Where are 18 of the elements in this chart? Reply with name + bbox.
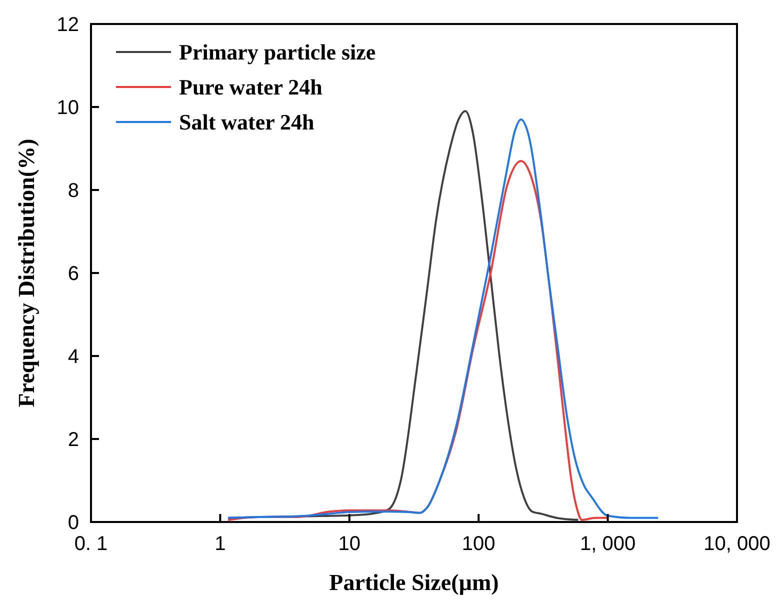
y-tick-label: 6 — [68, 263, 79, 285]
x-tick-label: 1, 000 — [580, 533, 636, 555]
y-tick-label: 0 — [68, 512, 79, 534]
x-tick-label: 0. 1 — [74, 533, 108, 555]
x-tick-label: 1 — [214, 533, 226, 555]
legend-label: Pure water 24h — [179, 74, 322, 100]
y-tick-label: 8 — [68, 180, 79, 202]
legend-label: Primary particle size — [179, 40, 376, 65]
x-tick-label: 10 — [338, 533, 361, 555]
y-tick-label: 2 — [68, 429, 79, 451]
y-tick-label: 10 — [56, 97, 79, 119]
y-axis-title: Frequency Distribution(%) — [14, 138, 39, 408]
x-tick-label: 10, 000 — [704, 533, 770, 555]
legend-label: Salt water 24h — [179, 110, 314, 135]
x-axis-title: Particle Size(µm) — [329, 570, 499, 595]
y-tick-label: 4 — [68, 346, 79, 368]
x-tick-label: 100 — [462, 533, 496, 555]
y-tick-label: 12 — [56, 14, 79, 36]
